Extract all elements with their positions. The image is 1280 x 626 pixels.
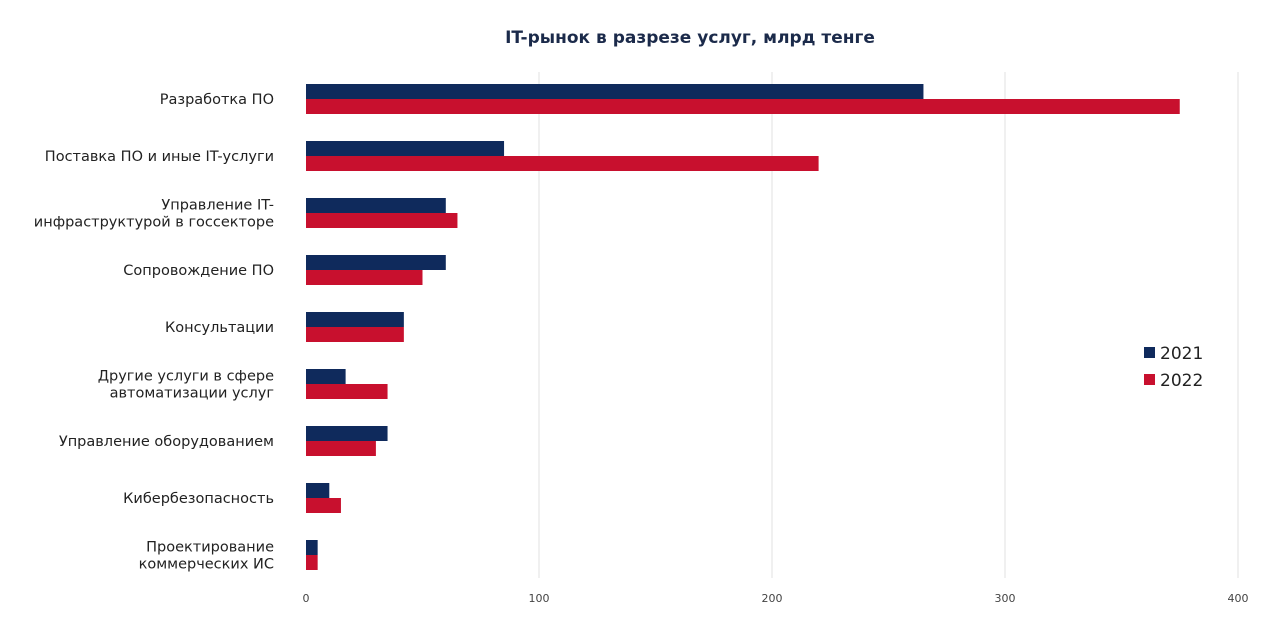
bar-2022-4 xyxy=(306,327,404,342)
category-label: коммерческих ИС xyxy=(139,557,274,573)
category-label: Сопровождение ПО xyxy=(123,263,274,279)
bar-2022-3 xyxy=(306,270,423,285)
bar-2022-2 xyxy=(306,213,458,228)
category-label: инфраструктурой в госсекторе xyxy=(34,215,274,231)
bar-2021-7 xyxy=(306,483,330,498)
category-label: Управление оборудованием xyxy=(59,434,274,450)
bar-2022-8 xyxy=(306,555,318,570)
bar-2022-1 xyxy=(306,156,819,171)
category-label: Консультации xyxy=(165,320,274,336)
bar-2021-3 xyxy=(306,255,446,270)
chart-title: IT-рынок в разрезе услуг, млрд тенге xyxy=(505,28,875,48)
category-label: Поставка ПО и иные IT-услуги xyxy=(45,149,274,165)
x-tick-labels: 0 100 200 300 400 xyxy=(303,592,1249,605)
category-label: Кибербезопасность xyxy=(123,491,274,507)
grid-layer xyxy=(538,72,1239,578)
x-tick-label: 400 xyxy=(1228,592,1249,605)
x-tick-label: 300 xyxy=(995,592,1016,605)
category-label: Управление IT- xyxy=(161,198,274,214)
bars-layer xyxy=(306,84,1180,570)
category-label: Разработка ПО xyxy=(160,92,274,108)
bar-2021-0 xyxy=(306,84,924,99)
x-tick-label: 200 xyxy=(762,592,783,605)
legend-label-2021: 2021 xyxy=(1160,344,1203,364)
legend: 2021 2022 xyxy=(1144,344,1203,391)
legend-swatch-2022 xyxy=(1144,374,1155,385)
bar-2021-4 xyxy=(306,312,404,327)
category-label: Другие услуги в сфере xyxy=(98,369,274,385)
category-labels: Разработка ПО Поставка ПО и иные IT-услуг… xyxy=(34,92,274,573)
bar-2021-5 xyxy=(306,369,346,384)
bar-2021-8 xyxy=(306,540,318,555)
legend-label-2022: 2022 xyxy=(1160,371,1203,391)
category-label: автоматизации услуг xyxy=(110,386,274,402)
x-tick-label: 100 xyxy=(529,592,550,605)
bar-2022-7 xyxy=(306,498,341,513)
bar-2021-1 xyxy=(306,141,505,156)
bar-2021-2 xyxy=(306,198,446,213)
x-tick-label: 0 xyxy=(303,592,310,605)
bar-2022-6 xyxy=(306,441,376,456)
category-label: Проектирование xyxy=(146,540,274,556)
bar-2022-0 xyxy=(306,99,1180,114)
bar-2021-6 xyxy=(306,426,388,441)
legend-swatch-2021 xyxy=(1144,347,1155,358)
bar-2022-5 xyxy=(306,384,388,399)
